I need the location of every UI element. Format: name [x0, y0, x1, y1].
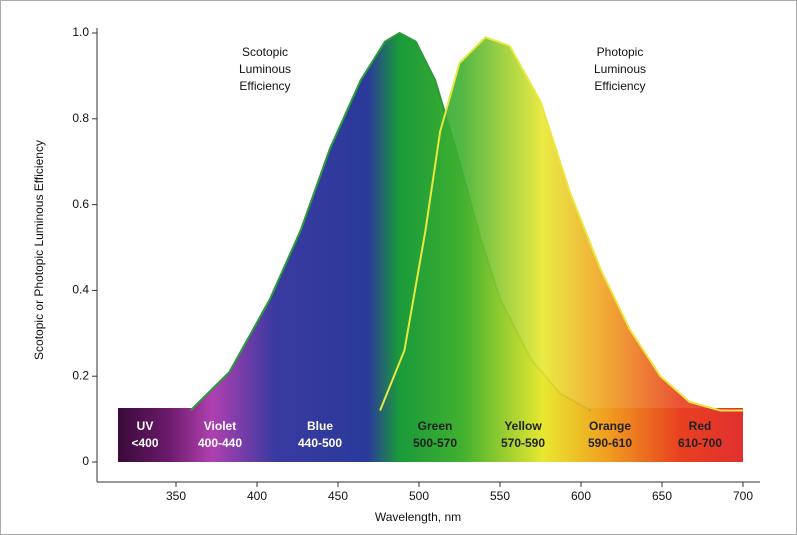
band-name: Green — [418, 419, 453, 433]
curve-area — [380, 37, 743, 411]
y-tick-label: 0 — [82, 454, 89, 468]
x-tick-label: 650 — [652, 489, 672, 503]
x-tick-label: 500 — [409, 489, 429, 503]
x-axis-label: Wavelength, nm — [375, 510, 461, 524]
band-name: Orange — [589, 419, 631, 433]
curve-line — [379, 36, 743, 412]
band-name: Blue — [307, 419, 333, 433]
band-name: Violet — [204, 419, 236, 433]
y-tick-label: 1.0 — [72, 25, 89, 39]
x-tick-label: 700 — [733, 489, 753, 503]
y-tick-label: 0.8 — [72, 111, 89, 125]
band-range: 440-500 — [298, 436, 342, 450]
band-range: 610-700 — [678, 436, 722, 450]
annotation: Photopic — [597, 45, 644, 59]
y-tick-label: 0.6 — [72, 197, 89, 211]
y-tick-label: 0.2 — [72, 368, 89, 382]
band-range: 590-610 — [588, 436, 632, 450]
band-name: UV — [137, 419, 154, 433]
x-tick-label: 600 — [571, 489, 591, 503]
annotation: Efficiency — [594, 79, 645, 93]
annotation: Luminous — [239, 62, 291, 76]
band-name: Yellow — [504, 419, 542, 433]
y-axis-label: Scotopic or Photopic Luminous Efficiency — [32, 140, 46, 360]
plot: UV <400 Violet 400-440 Blue 440-500 Green 500-5… — [72, 25, 760, 503]
y-tick-label: 0.4 — [72, 283, 89, 297]
band-range: 500-570 — [413, 436, 457, 450]
spectrum-band — [118, 408, 743, 462]
band-name: Red — [689, 419, 712, 433]
x-tick-label: 550 — [490, 489, 510, 503]
x-tick-label: 350 — [166, 489, 186, 503]
x-tick-label: 450 — [328, 489, 348, 503]
band-range: <400 — [131, 436, 158, 450]
band-range: 570-590 — [501, 436, 545, 450]
band-range: 400-440 — [198, 436, 242, 450]
x-tick-label: 400 — [247, 489, 267, 503]
annotation: Efficiency — [239, 79, 290, 93]
annotation: Scotopic — [242, 45, 288, 59]
annotation: Luminous — [594, 62, 646, 76]
